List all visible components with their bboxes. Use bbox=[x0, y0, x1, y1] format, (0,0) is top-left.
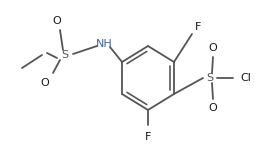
Text: NH: NH bbox=[96, 39, 112, 49]
Text: F: F bbox=[195, 22, 201, 32]
Text: O: O bbox=[209, 43, 217, 53]
Text: F: F bbox=[145, 132, 151, 142]
Text: S: S bbox=[206, 73, 214, 83]
Text: O: O bbox=[53, 16, 61, 26]
Text: Cl: Cl bbox=[241, 73, 251, 83]
Text: O: O bbox=[41, 78, 49, 88]
Text: S: S bbox=[61, 50, 69, 60]
Text: O: O bbox=[209, 103, 217, 113]
